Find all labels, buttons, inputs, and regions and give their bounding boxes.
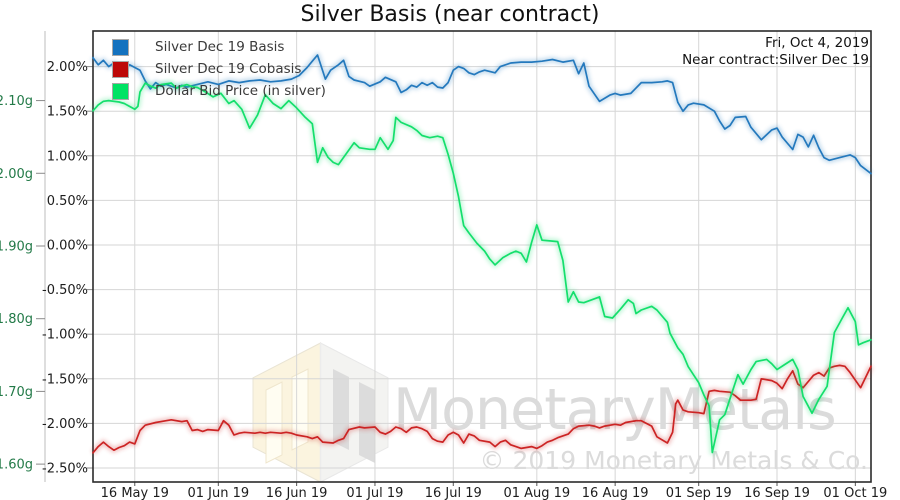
grams-axis-tick-label: 1.70g [0, 385, 33, 400]
grams-axis-tick-label: 1.60g [0, 458, 33, 473]
watermark-logo-bar [359, 382, 375, 463]
grams-axis-tick-label: 2.00g [0, 167, 33, 182]
legend-label: Silver Dec 19 Cobasis [155, 61, 302, 77]
watermark-brand-text: MonetaryMetals [393, 377, 836, 443]
grams-axis-tick-label: 2.10g [0, 94, 33, 109]
watermark-logo-bar [291, 368, 309, 451]
legend-swatch-icon [112, 38, 129, 56]
legend: Silver Dec 19 Basis Silver Dec 19 Cobasis… [112, 36, 326, 102]
annotation-date: Fri, Oct 4, 2019 [765, 35, 869, 51]
legend-label: Dollar Bid Price (in silver) [155, 83, 326, 99]
percent-axis-tick-label: 0.00% [47, 238, 88, 253]
date-axis-tick-label: 16 Jul 19 [425, 486, 482, 500]
percent-axis-tick-label: 1.00% [47, 149, 88, 164]
date-axis-tick-label: 01 Jul 19 [346, 486, 403, 500]
watermark-logo-bar [265, 381, 283, 464]
legend-label: Silver Dec 19 Basis [155, 39, 285, 55]
legend-item: Silver Dec 19 Basis [112, 36, 326, 58]
date-axis-tick-label: 16 Aug 19 [582, 486, 649, 500]
series-line-silver-dec-19-cobasis [92, 364, 872, 454]
date-axis-tick-label: 16 Sep 19 [744, 486, 810, 500]
grams-axis-tick-label: 1.90g [0, 239, 33, 254]
legend-item: Silver Dec 19 Cobasis [112, 58, 326, 80]
date-axis-tick-label: 01 Sep 19 [666, 486, 732, 500]
date-annotation: Fri, Oct 4, 2019 Near contract:Silver De… [682, 35, 869, 69]
percent-axis-tick-label: -1.00% [42, 328, 88, 343]
percent-axis-tick-label: -1.50% [42, 372, 88, 387]
date-axis-tick-label: 01 Jun 19 [187, 486, 249, 500]
legend-swatch-icon [112, 60, 129, 78]
percent-axis-tick-label: -0.50% [42, 283, 88, 298]
grams-axis-tick-label: 1.80g [0, 312, 33, 327]
date-axis-tick-label: 01 Oct 19 [823, 486, 887, 500]
series-line-dollar-bid-price-in-silver- [92, 82, 872, 454]
percent-axis-tick-label: 1.50% [47, 105, 88, 120]
legend-item: Dollar Bid Price (in silver) [112, 80, 326, 102]
watermark-logo-right-face [320, 342, 389, 483]
legend-swatch-icon [112, 82, 129, 100]
date-axis-tick-label: 16 Jun 19 [266, 486, 328, 500]
percent-axis-tick-label: -2.50% [42, 461, 88, 476]
annotation-contract: Near contract:Silver Dec 19 [682, 52, 869, 68]
watermark-logo-bar [333, 369, 349, 450]
chart-title: Silver Basis (near contract) [300, 2, 600, 27]
date-axis-tick-label: 16 May 19 [101, 486, 169, 500]
plot-border [92, 30, 872, 483]
series-line-silver-dec-19-basis [92, 54, 872, 175]
percent-axis-tick-label: -2.00% [42, 417, 88, 432]
percent-axis-tick-label: 2.00% [47, 60, 88, 75]
watermark-copyright-text: © 2019 Monetary Metals & Co. [480, 446, 868, 475]
percent-axis-tick-label: 0.50% [47, 194, 88, 209]
date-axis-tick-label: 01 Aug 19 [503, 486, 570, 500]
watermark-logo-left-face [252, 342, 321, 483]
